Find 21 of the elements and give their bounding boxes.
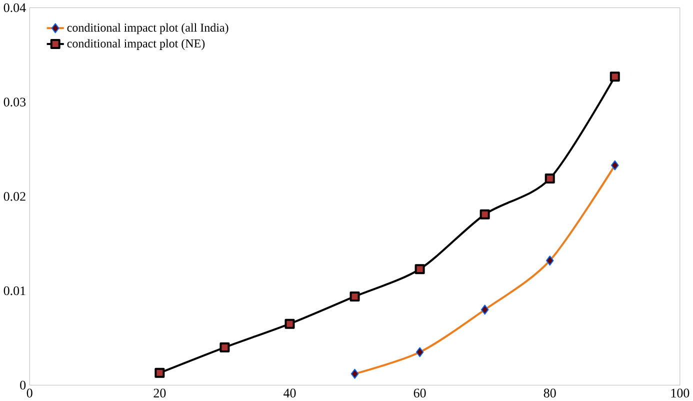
point	[480, 209, 490, 220]
x-tick-label: 0	[26, 388, 32, 398]
point	[544, 174, 555, 184]
x-tick-label: 100	[671, 388, 690, 398]
x-tick-label: 60	[414, 388, 426, 398]
point	[220, 342, 230, 353]
y-tick-label: 0.04	[4, 3, 26, 12]
point	[610, 72, 620, 82]
x-tick-label: 20	[154, 388, 166, 398]
x-tick-label: 40	[283, 388, 296, 398]
point	[154, 368, 165, 378]
point	[414, 264, 425, 274]
point	[350, 292, 360, 302]
point	[284, 318, 295, 329]
legend-label: conditional impact plot (NE)	[67, 39, 205, 50]
y-tick-label: 0.03	[4, 98, 26, 107]
x-tick-label: 80	[544, 388, 556, 398]
y-tick-label: 0.02	[4, 192, 26, 201]
y-tick-label: 0.01	[4, 286, 26, 296]
legend-label: conditional impact plot (all India)	[67, 23, 228, 34]
y-tick-label: 0	[20, 380, 26, 390]
